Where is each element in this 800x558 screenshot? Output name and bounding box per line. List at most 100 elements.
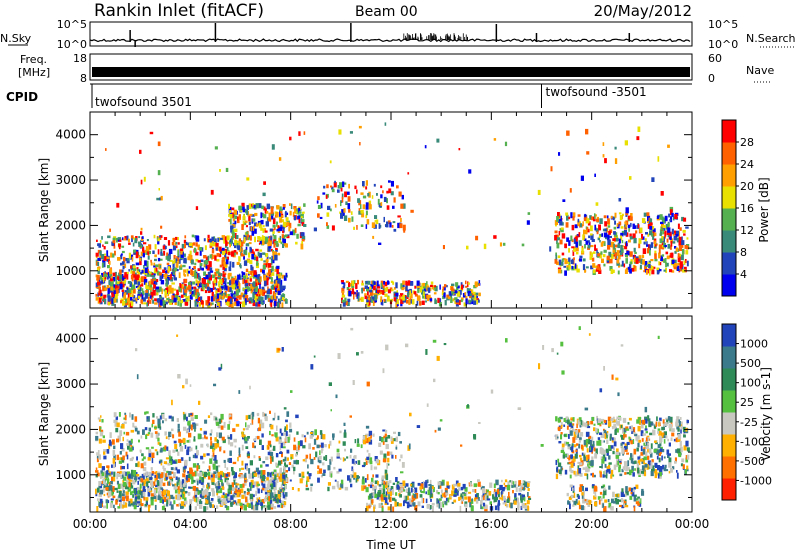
- echo-cell: [270, 479, 272, 484]
- echo-cell: [394, 197, 396, 202]
- echo-cell: [308, 443, 311, 449]
- echo-cell: [189, 255, 192, 260]
- echo-cell: [298, 445, 300, 450]
- echo-cell: [245, 289, 248, 294]
- echo-cell: [201, 477, 204, 483]
- echo-cell: [194, 263, 196, 266]
- echo-cell: [254, 213, 257, 216]
- echo-cell: [234, 229, 238, 232]
- echo-cell: [579, 256, 582, 259]
- echo-cell: [494, 489, 496, 492]
- echo-cell: [210, 254, 212, 258]
- echo-cell: [256, 203, 260, 208]
- echo-cell: [411, 500, 413, 502]
- echo-cell: [119, 412, 121, 417]
- echo-cell: [514, 493, 516, 497]
- echo-cell: [138, 291, 141, 294]
- echo-cell: [568, 258, 570, 262]
- echo-cell: [276, 426, 278, 431]
- echo-cell: [158, 258, 160, 261]
- echo-cell: [156, 198, 159, 201]
- echo-cell: [402, 462, 405, 468]
- echo-cell: [168, 481, 170, 485]
- echo-cell: [366, 224, 368, 229]
- echo-cell: [154, 259, 157, 261]
- echo-cell: [122, 493, 125, 496]
- echo-cell: [650, 259, 653, 261]
- echo-cell: [107, 449, 110, 454]
- echo-cell: [157, 419, 160, 425]
- echo-cell: [374, 215, 377, 219]
- echo-cell: [292, 487, 294, 490]
- echo-cell: [110, 279, 113, 281]
- echo-cell: [387, 205, 390, 210]
- echo-cell: [111, 477, 113, 482]
- echo-cell: [142, 236, 144, 239]
- echo-cell: [97, 488, 100, 493]
- echo-cell: [142, 429, 145, 435]
- echo-cell: [600, 251, 602, 254]
- colorbar-cell: [722, 120, 736, 143]
- echo-cell: [575, 242, 578, 248]
- echo-cell: [106, 499, 109, 503]
- echo-cell: [132, 494, 134, 498]
- echo-cell: [169, 456, 171, 459]
- echo-cell: [582, 221, 584, 226]
- echo-cell: [511, 485, 513, 488]
- echo-cell: [377, 481, 379, 485]
- echo-cell: [273, 234, 275, 236]
- echo-cell: [237, 262, 240, 265]
- echo-cell: [617, 259, 619, 264]
- echo-cell: [152, 290, 155, 296]
- echo-cell: [191, 260, 194, 265]
- echo-cell: [466, 298, 468, 304]
- echo-cell: [527, 505, 529, 510]
- echo-cell: [193, 266, 196, 269]
- echo-cell: [444, 284, 446, 287]
- echo-cell: [228, 440, 230, 445]
- echo-cell: [219, 447, 221, 452]
- echo-cell: [324, 444, 327, 447]
- echo-cell: [118, 244, 121, 247]
- echo-cell: [617, 223, 619, 227]
- echo-cell: [503, 496, 506, 501]
- echo-cell: [514, 501, 517, 505]
- echo-cell: [189, 448, 192, 452]
- echo-cell: [272, 285, 274, 290]
- echo-cell: [152, 457, 154, 463]
- echo-cell: [337, 484, 339, 488]
- echo-cell: [591, 216, 593, 220]
- echo-cell: [133, 250, 136, 253]
- echo-cell: [520, 480, 522, 484]
- echo-cell: [443, 286, 445, 289]
- echo-cell: [103, 295, 106, 298]
- echo-cell: [597, 231, 599, 234]
- echo-cell: [579, 258, 582, 261]
- echo-cell: [598, 225, 601, 231]
- echo-cell: [564, 270, 567, 275]
- echo-cell: [667, 223, 669, 227]
- echo-cell: [168, 266, 170, 271]
- echo-cell: [158, 249, 160, 254]
- echo-cell: [242, 224, 244, 227]
- echo-cell: [123, 490, 125, 493]
- echo-cell: [448, 297, 451, 299]
- echo-cell: [122, 261, 125, 265]
- colorbar-cell: [722, 252, 736, 275]
- echo-cell: [378, 243, 381, 245]
- echo-cell: [566, 131, 570, 136]
- echo-cell: [108, 288, 110, 294]
- echo-cell: [386, 474, 389, 480]
- echo-cell: [108, 491, 111, 497]
- echo-cell: [242, 484, 244, 488]
- echo-cell: [210, 271, 213, 273]
- echo-cell: [633, 238, 636, 243]
- echo-cell: [617, 250, 620, 256]
- echo-cell: [115, 294, 118, 299]
- echo-cell: [244, 260, 247, 266]
- echo-cell: [150, 480, 153, 485]
- echo-cell: [254, 455, 256, 458]
- echo-cell: [341, 480, 343, 485]
- echo-cell: [115, 277, 117, 281]
- echo-cell: [270, 300, 273, 303]
